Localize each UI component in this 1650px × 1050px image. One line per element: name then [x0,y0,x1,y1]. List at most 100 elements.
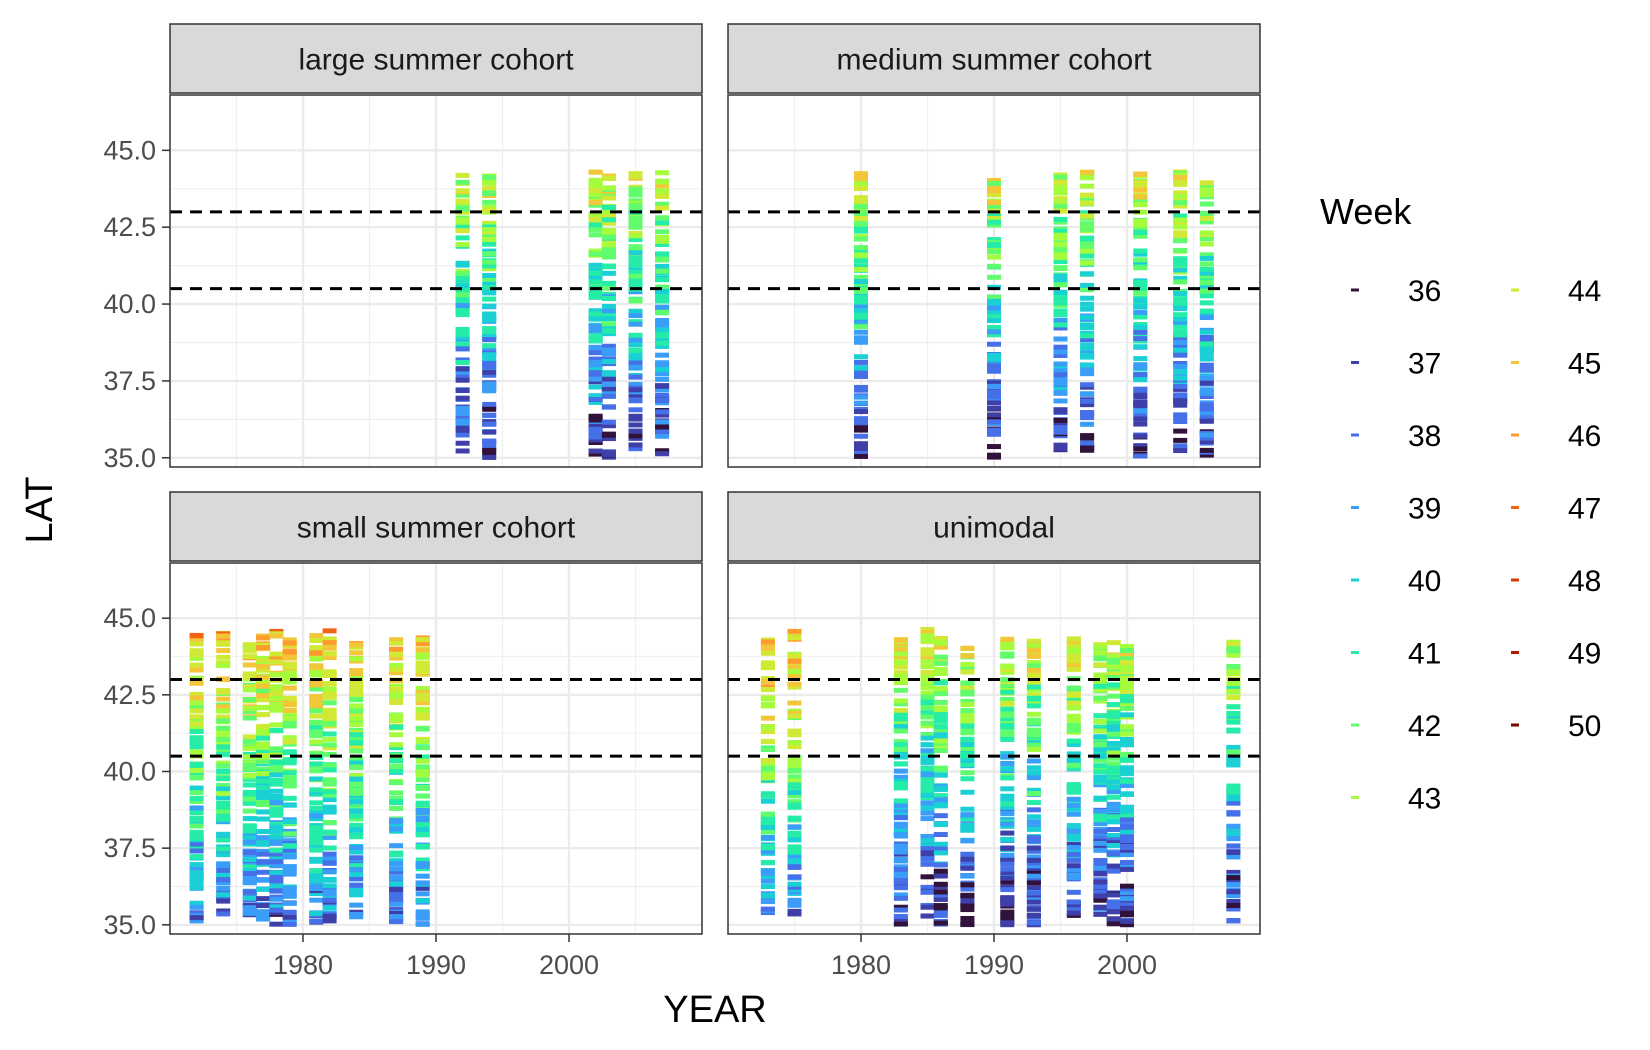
observation-mark [854,245,868,251]
observation-mark [189,862,204,868]
observation-mark [242,907,257,913]
observation-mark [242,687,257,693]
observation-mark [1026,848,1041,854]
observation-mark [242,799,257,805]
observation-mark [389,637,404,643]
observation-mark [933,889,948,895]
observation-mark [455,262,470,268]
observation-mark [415,898,430,904]
observation-mark [415,921,430,927]
observation-mark [189,641,204,647]
observation-mark [893,781,908,787]
observation-mark [933,892,948,898]
observation-mark [1133,171,1148,177]
observation-mark [787,897,802,903]
legend-key [1511,433,1519,437]
observation-mark [1080,213,1095,219]
x-tick-label: 2000 [539,950,599,980]
observation-mark [1080,221,1095,227]
observation-mark [242,789,257,795]
observation-mark [189,728,204,734]
observation-mark [1120,757,1134,763]
observation-mark [1053,299,1068,305]
observation-mark [322,655,337,661]
observation-mark [1053,308,1068,314]
observation-mark [893,785,908,791]
observation-mark [256,645,271,651]
observation-mark [628,262,643,268]
observation-mark [960,907,975,913]
observation-mark [256,723,271,729]
observation-mark [1173,230,1188,236]
observation-mark [269,699,284,705]
observation-mark [960,723,975,729]
observation-mark [282,886,297,892]
observation-mark [216,640,231,646]
observation-mark [1026,819,1041,825]
observation-mark [256,794,271,800]
observation-mark [1026,711,1041,717]
observation-mark [854,279,868,285]
observation-mark [601,227,616,233]
observation-mark [322,669,337,675]
observation-mark [1080,446,1095,452]
observation-mark [1066,786,1081,792]
observation-mark [309,825,324,831]
observation-mark [256,849,271,855]
observation-mark [1226,906,1241,912]
observation-mark [389,713,404,719]
observation-mark [787,855,802,861]
observation-mark [322,731,337,737]
observation-mark [1173,437,1188,443]
observation-mark [920,786,935,792]
observation-mark [920,874,935,880]
observation-mark [1173,174,1188,180]
observation-mark [1026,899,1041,905]
observation-mark [1106,731,1121,737]
observation-mark [854,373,868,379]
observation-mark [760,639,775,645]
observation-mark [893,637,908,643]
observation-mark [601,242,616,248]
observation-mark [1226,711,1241,717]
observation-mark [1053,184,1068,190]
observation-mark [760,884,775,890]
observation-mark [588,308,603,314]
observation-mark [1133,336,1148,342]
observation-mark [1093,868,1108,874]
observation-mark [1093,683,1108,689]
observation-mark [256,781,271,787]
observation-mark [1106,779,1121,785]
observation-mark [854,215,868,221]
observation-mark [1226,686,1241,692]
observation-mark [415,696,430,702]
observation-mark [216,760,231,766]
observation-mark [893,815,908,821]
observation-mark [1133,314,1148,320]
observation-mark [216,769,231,775]
observation-mark [189,865,204,871]
observation-mark [1026,870,1041,876]
observation-mark [588,323,603,329]
observation-mark [1173,279,1188,285]
observation-mark [455,188,470,194]
observation-mark [920,664,935,670]
observation-mark [1000,836,1015,842]
y-tick-label: 45.0 [103,135,156,165]
observation-mark [1000,884,1015,890]
observation-mark [960,739,975,745]
observation-mark [1106,745,1121,751]
observation-mark [1026,679,1041,685]
observation-mark [920,792,935,798]
observation-mark [1066,652,1081,658]
observation-mark [389,686,404,692]
observation-mark [1066,867,1081,873]
observation-mark [322,778,337,784]
observation-mark [760,892,775,898]
observation-mark [1133,416,1148,422]
observation-mark [920,714,935,720]
observation-mark [893,879,908,885]
observation-mark [282,783,297,789]
observation-mark [655,183,670,189]
observation-mark [415,637,430,643]
